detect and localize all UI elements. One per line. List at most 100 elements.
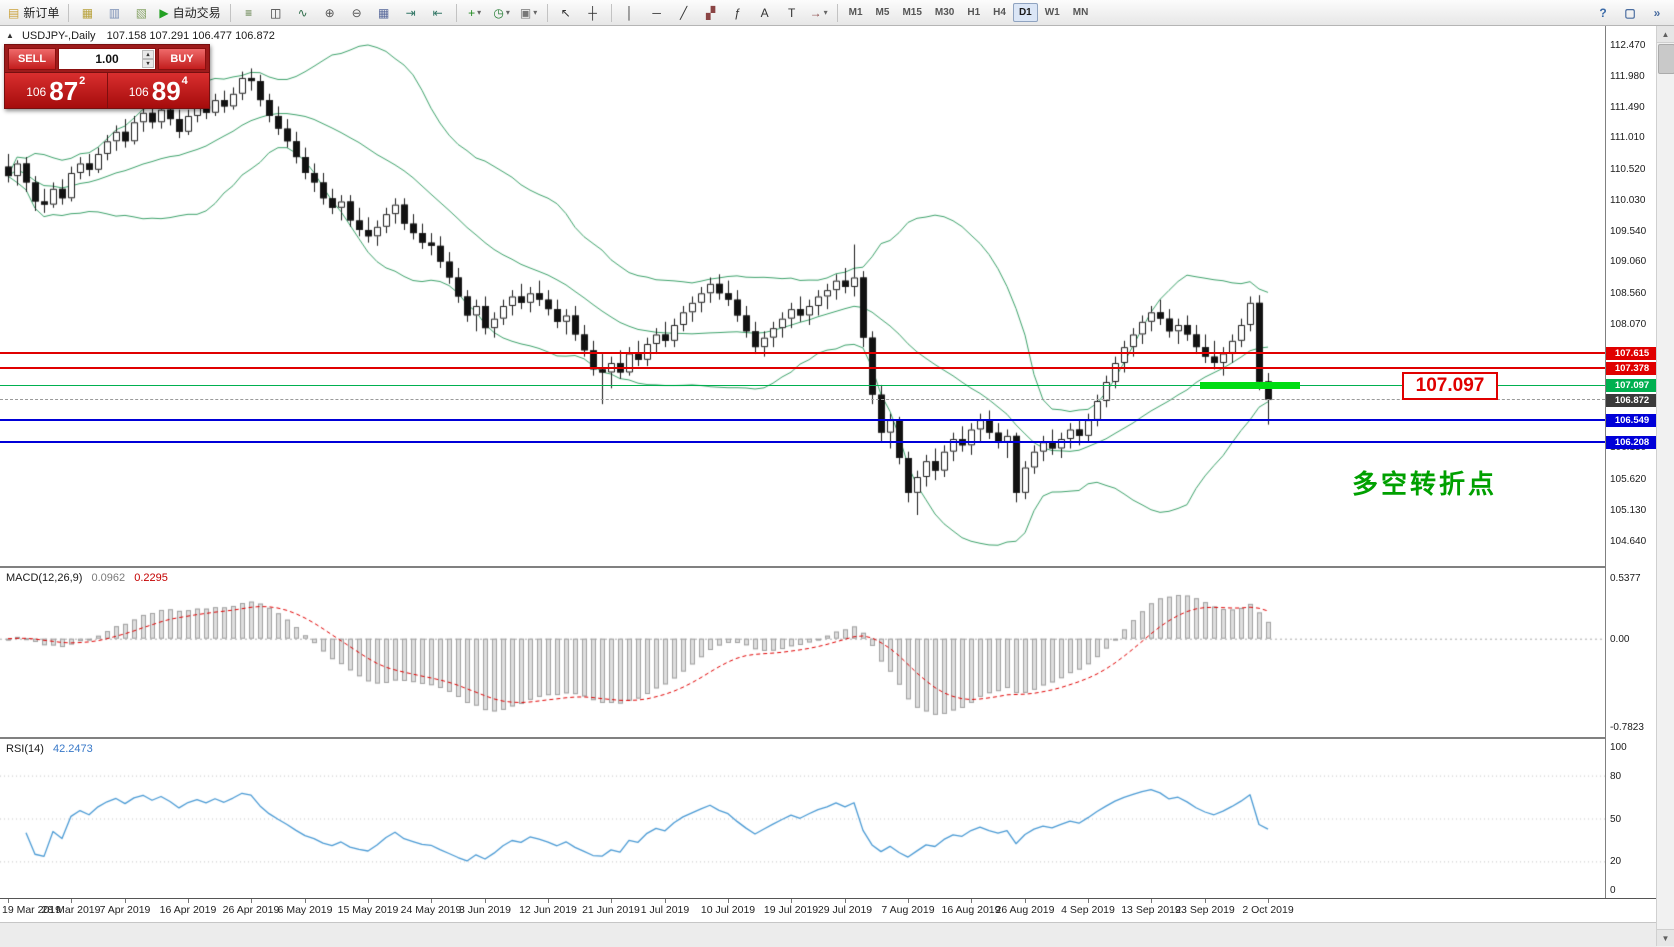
macd-pane-canvas[interactable] (0, 568, 1605, 737)
main-chart-canvas[interactable] (0, 26, 1605, 566)
horizontal-line-button[interactable]: ─ (644, 2, 670, 24)
date-axis-separator (0, 898, 1657, 899)
date-label: 26 Apr 2019 (222, 904, 280, 916)
auto-scroll-button[interactable]: ⇥ (398, 2, 424, 24)
candlestick-chart-button[interactable]: ◫ (263, 2, 289, 24)
trendline-icon: ╱ (679, 5, 688, 20)
collapse-icon[interactable]: ▲ (6, 31, 14, 40)
timeframe-toolbar: M1 M5 M15 M30 H1 H4 D1 W1 MN (843, 3, 1095, 22)
sell-price-pip: 2 (79, 75, 86, 87)
date-tick (845, 899, 846, 903)
rsi-pane-separator[interactable] (0, 737, 1657, 739)
new-window-button[interactable]: ▢ (1617, 2, 1643, 24)
current-price-line[interactable] (0, 399, 1605, 401)
support-line-106549[interactable] (0, 419, 1605, 422)
vertical-line-button[interactable]: │ (617, 2, 643, 24)
resistance-line-107615[interactable] (0, 351, 1605, 354)
sell-price-button[interactable]: 106 87 2 (5, 73, 108, 108)
line-chart-button[interactable]: ∿ (290, 2, 316, 24)
scroll-up-button[interactable]: ▲ (1657, 26, 1674, 43)
date-label: 3 Jun 2019 (459, 904, 511, 916)
volume-input[interactable]: 1.00 ▴ ▾ (58, 48, 156, 70)
timeframe-m30[interactable]: M30 (934, 7, 955, 18)
sell-button[interactable]: SELL (8, 48, 56, 70)
line-chart-icon: ∿ (297, 5, 308, 20)
help-button[interactable]: ? (1590, 2, 1616, 24)
date-label: 16 Aug 2019 (941, 904, 1001, 916)
date-axis[interactable]: 19 Mar 2019 28 Mar 2019 7 Apr 2019 16 Apr 2… (0, 899, 1657, 922)
timeframe-mn[interactable]: MN (1072, 7, 1089, 18)
toolbar-separator (229, 3, 231, 22)
chart-shift-button[interactable]: ⇤ (425, 2, 451, 24)
date-label: 7 Aug 2019 (881, 904, 935, 916)
date-tick (971, 899, 972, 903)
trendline-button[interactable]: ╱ (671, 2, 697, 24)
price-tick: 110.520 (1610, 163, 1646, 175)
buy-price-pip: 4 (181, 75, 188, 87)
buy-price-button[interactable]: 106 89 4 (108, 73, 210, 108)
indicators-icon: + (468, 5, 476, 20)
rsi-pane-canvas[interactable] (0, 739, 1605, 898)
date-tick (251, 899, 252, 903)
resistance-line-107378[interactable] (0, 366, 1605, 369)
price-axis[interactable]: 107.615 107.378 107.097 106.872 106.549 106.2… (1605, 26, 1658, 898)
indicators-button[interactable]: + ▾ (462, 2, 488, 24)
timeframe-h1[interactable]: H1 (967, 7, 981, 18)
help-icon: ? (1599, 5, 1607, 20)
chart-overlays (0, 26, 1605, 566)
bar-chart-button[interactable]: ≡ (236, 2, 262, 24)
timeframe-m15[interactable]: M15 (902, 7, 922, 18)
fibonacci-button[interactable]: ƒ (725, 2, 751, 24)
price-tick: 112.470 (1610, 40, 1646, 51)
support-line-106549-label: 106.549 (1606, 414, 1658, 428)
status-strip (0, 922, 1657, 947)
zoom-in-button[interactable]: ⊕ (317, 2, 343, 24)
dropdown-arrow-icon: ▾ (823, 8, 828, 17)
cursor-button[interactable]: ↖ (553, 2, 579, 24)
crosshair-button[interactable]: ┼ (580, 2, 606, 24)
templates-button[interactable]: ▣ ▾ (516, 2, 542, 24)
more-tools-button[interactable]: » (1644, 2, 1670, 24)
turning-point-note[interactable]: 多空转折点 (1352, 469, 1498, 499)
support-line-107097-highlight[interactable] (1200, 382, 1300, 390)
toolbar-separator (68, 3, 70, 22)
autotrading-button[interactable]: ▶ 自动交易 (155, 2, 224, 24)
timeframe-m5[interactable]: M5 (875, 7, 890, 18)
volume-increase-button[interactable]: ▴ (142, 50, 154, 59)
timeframe-d1[interactable]: D1 (1012, 3, 1038, 22)
macd-pane-separator[interactable] (0, 566, 1657, 568)
macd-axis-tick: 0.00 (1610, 633, 1630, 645)
arrows-button[interactable]: → ▾ (806, 2, 832, 24)
text-button[interactable]: A (752, 2, 778, 24)
timeframe-h4[interactable]: H4 (993, 7, 1006, 18)
data-window-button[interactable]: ▥ (101, 2, 127, 24)
support-line-106208-label: 106.208 (1606, 435, 1658, 449)
zoom-out-button[interactable]: ⊖ (344, 2, 370, 24)
scrollbar-thumb[interactable] (1658, 44, 1674, 74)
date-label: 21 Jun 2019 (582, 904, 640, 916)
date-tick (1025, 899, 1026, 903)
support-line-106208[interactable] (0, 440, 1605, 443)
buy-button[interactable]: BUY (158, 48, 206, 70)
channel-button[interactable]: ▞ (698, 2, 724, 24)
navigator-button[interactable]: ▧ (128, 2, 154, 24)
market-watch-button[interactable]: ▦ (74, 2, 100, 24)
price-callout[interactable]: 107.097 (1402, 372, 1498, 400)
scroll-down-button[interactable]: ▼ (1657, 929, 1674, 946)
toolbar-separator (610, 3, 612, 22)
macd-main-value: 0.0962 (91, 572, 126, 584)
price-tick: 110.030 (1610, 194, 1646, 206)
tile-windows-button[interactable]: ▦ (371, 2, 397, 24)
date-label: 13 Sep 2019 (1121, 904, 1181, 916)
support-line-107097[interactable] (0, 384, 1605, 386)
periods-button[interactable]: ◷ ▾ (489, 2, 515, 24)
timeframe-m1[interactable]: M1 (848, 7, 863, 18)
new-order-button[interactable]: ▤ 新订单 (4, 2, 63, 24)
toolbar: ▤ 新订单 ▦ ▥ ▧ ▶ 自动交易 ≡ ◫ ∿ ⊕ ⊖ ▦ ⇥ ⇤ + ▾ ◷ ▾ ▣ ▾ ↖ ┼ │ ─ ╱ ▞ ƒ A T → ▾ M1… (0, 0, 1674, 26)
date-tick (1088, 899, 1089, 903)
vertical-scrollbar[interactable]: ▲ ▼ (1656, 26, 1674, 946)
volume-decrease-button[interactable]: ▾ (142, 59, 154, 68)
date-label: 16 Apr 2019 (159, 904, 217, 916)
timeframe-w1[interactable]: W1 (1044, 7, 1060, 18)
label-button[interactable]: T (779, 2, 805, 24)
